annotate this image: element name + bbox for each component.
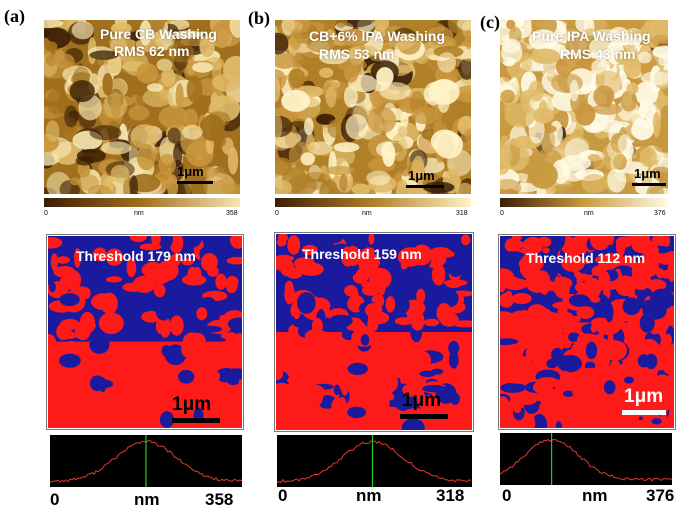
- histogram-max-c: 376: [646, 486, 675, 505]
- afm-scalebar-a: [177, 181, 213, 184]
- afm-title-a-line1: Pure CB Washing: [100, 26, 217, 42]
- afm-scalebar-c: [632, 183, 666, 186]
- height-histogram-c: [499, 433, 673, 485]
- threshold-scalebar-label-c: 1μm: [624, 386, 664, 407]
- colorbar-b: [275, 198, 471, 207]
- threshold-scalebar-c: [622, 410, 666, 415]
- threshold-label-a: Threshold 179 nm: [76, 248, 196, 264]
- afm-height-image-a: Pure CB Washing RMS 62 nm 1μm: [44, 20, 240, 194]
- colorbar-max-b: 318: [456, 210, 468, 217]
- histogram-max-a: 358: [205, 490, 234, 509]
- histogram-max-b: 318: [436, 486, 465, 505]
- colorbar-min-b: 0: [275, 210, 279, 217]
- afm-scalebar-label-b: 1μm: [408, 168, 435, 183]
- afm-scalebar-label-c: 1μm: [634, 166, 661, 181]
- threshold-map-b: Threshold 159 nm 1μm: [276, 234, 472, 430]
- colorbar-unit-a: nm: [134, 210, 144, 217]
- afm-height-image-b: CB+6% IPA Washing RMS 53 nm 1μm: [275, 20, 471, 194]
- histogram-unit-a: nm: [134, 490, 160, 509]
- colorbar-c: [500, 198, 668, 207]
- height-histogram-a: [49, 435, 243, 487]
- panel-label-b: (b): [248, 8, 270, 28]
- colorbar-unit-c: nm: [584, 210, 594, 217]
- threshold-map-a: Threshold 179 nm 1μm: [48, 236, 242, 428]
- threshold-scalebar-label-a: 1μm: [172, 394, 212, 415]
- panel-label-a: (a): [4, 6, 25, 26]
- threshold-scalebar-b: [400, 414, 448, 419]
- colorbar-a: [44, 198, 240, 207]
- colorbar-max-a: 358: [226, 210, 238, 217]
- threshold-frame-a: [46, 234, 244, 430]
- threshold-scalebar-a: [172, 418, 220, 423]
- colorbar-min-a: 0: [44, 210, 48, 217]
- colorbar-max-c: 376: [654, 210, 666, 217]
- afm-title-b-line2: RMS 53 nm: [319, 46, 395, 62]
- threshold-frame-b: [274, 232, 474, 432]
- afm-title-c-line1: Pure IPA Washing: [532, 28, 651, 44]
- threshold-frame-c: [498, 234, 676, 430]
- afm-title-a-line2: RMS 62 nm: [114, 43, 190, 59]
- colorbar-unit-b: nm: [362, 210, 372, 217]
- afm-height-image-c: Pure IPA Washing RMS 43 nm 1μm: [500, 20, 668, 194]
- colorbar-min-c: 0: [500, 210, 504, 217]
- histogram-min-a: 0: [50, 490, 60, 509]
- threshold-map-c: Threshold 112 nm 1μm: [500, 236, 674, 428]
- threshold-label-b: Threshold 159 nm: [302, 246, 422, 262]
- afm-scalebar-label-a: 1μm: [177, 164, 204, 179]
- histogram-min-b: 0: [278, 486, 288, 505]
- afm-scalebar-b: [406, 185, 444, 188]
- afm-title-b-line1: CB+6% IPA Washing: [309, 28, 446, 44]
- afm-title-c-line2: RMS 43 nm: [560, 46, 636, 62]
- histogram-unit-b: nm: [356, 486, 382, 505]
- threshold-label-c: Threshold 112 nm: [526, 250, 646, 266]
- histogram-min-c: 0: [502, 486, 512, 505]
- histogram-unit-c: nm: [582, 486, 608, 505]
- height-histogram-b: [277, 435, 472, 487]
- threshold-scalebar-label-b: 1μm: [402, 390, 442, 411]
- panel-label-c: (c): [480, 12, 500, 32]
